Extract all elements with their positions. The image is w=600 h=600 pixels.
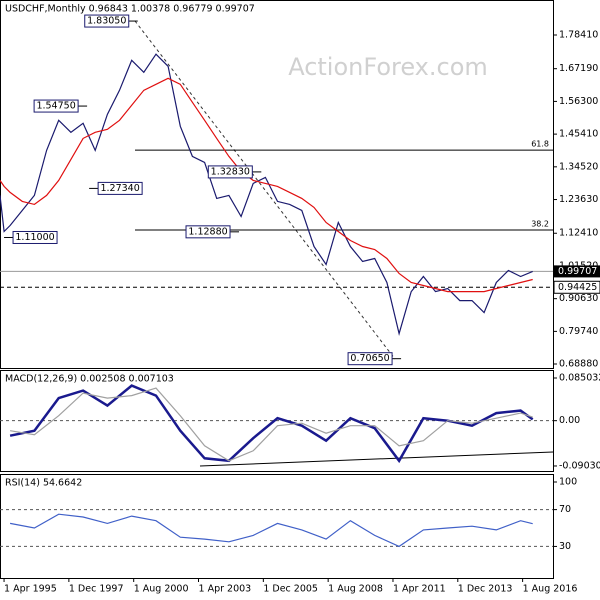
watermark: ActionForex.com bbox=[288, 53, 488, 81]
price-panel bbox=[0, 0, 554, 369]
panel-title: USDCHF,Monthly 0.96843 1.00378 0.96779 0… bbox=[5, 4, 255, 15]
y-tick-label: 1.12410 bbox=[559, 228, 598, 239]
y-tick-label: 1.23630 bbox=[559, 194, 598, 205]
series-line bbox=[10, 387, 533, 462]
y-tick-label: 0.00 bbox=[559, 415, 580, 426]
y-tick-label: 0.79740 bbox=[559, 326, 598, 337]
callout-label: 1.12880 bbox=[188, 226, 227, 237]
x-tick-label: 1 Apr 2011 bbox=[393, 584, 446, 595]
fib-label: 61.8 bbox=[531, 140, 549, 149]
callout-label: 1.54750 bbox=[36, 101, 75, 112]
callout-box bbox=[84, 14, 130, 28]
y-tick-label: 0.085032 bbox=[559, 373, 600, 384]
y-tick-label: 0.68880 bbox=[559, 359, 598, 370]
fib-label: 38.2 bbox=[531, 219, 549, 228]
panel-title: RSI(14) 54.6642 bbox=[5, 478, 82, 489]
y-tick-label: -0.090302 bbox=[559, 460, 600, 471]
rsi-panel bbox=[0, 474, 554, 579]
trend-line bbox=[134, 20, 396, 360]
last-price-label: 0.99707 bbox=[558, 266, 597, 277]
x-tick-label: 1 Dec 1997 bbox=[69, 584, 124, 595]
callout-box bbox=[185, 225, 231, 239]
callout-box bbox=[207, 165, 253, 179]
support-trend-line bbox=[199, 451, 554, 467]
callout-label: 0.70650 bbox=[350, 353, 389, 364]
x-tick-label: 1 Apr 1995 bbox=[4, 584, 57, 595]
callout-label: 1.11000 bbox=[15, 232, 54, 243]
x-tick-label: 1 Aug 2000 bbox=[134, 584, 189, 595]
callout-box bbox=[97, 181, 143, 195]
series-line bbox=[9, 384, 534, 464]
callout-label: 1.32830 bbox=[211, 166, 250, 177]
support-box bbox=[553, 280, 600, 294]
callout-box bbox=[12, 230, 58, 244]
series-line bbox=[0, 77, 533, 293]
y-tick-label: 100 bbox=[559, 477, 577, 488]
y-tick-label: 1.45410 bbox=[559, 129, 598, 140]
y-tick-label: 1.67190 bbox=[559, 63, 598, 74]
y-tick-label: 1.78410 bbox=[559, 29, 598, 40]
callout-label: 1.83050 bbox=[87, 16, 126, 27]
callout-box bbox=[33, 99, 79, 113]
support-label: 0.94425 bbox=[558, 282, 597, 293]
callout-box bbox=[347, 352, 393, 366]
y-tick-label: 70 bbox=[559, 504, 571, 515]
x-tick-label: 1 Dec 2005 bbox=[263, 584, 318, 595]
x-tick-label: 1 Apr 2003 bbox=[199, 584, 252, 595]
y-tick-label: 1.34520 bbox=[559, 161, 598, 172]
y-tick-label: 0.90630 bbox=[559, 293, 598, 304]
series-line bbox=[9, 513, 533, 548]
x-tick-label: 1 Aug 2016 bbox=[523, 584, 578, 595]
y-tick-label: 30 bbox=[559, 541, 571, 552]
last-price-box bbox=[554, 265, 600, 278]
x-tick-label: 1 Aug 2008 bbox=[328, 584, 383, 595]
callout-label: 1.27340 bbox=[100, 183, 139, 194]
panel-title: MACD(12,26,9) 0.002508 0.007103 bbox=[5, 374, 174, 385]
x-tick-label: 1 Dec 2013 bbox=[458, 584, 513, 595]
y-tick-label: 1.56300 bbox=[559, 96, 598, 107]
